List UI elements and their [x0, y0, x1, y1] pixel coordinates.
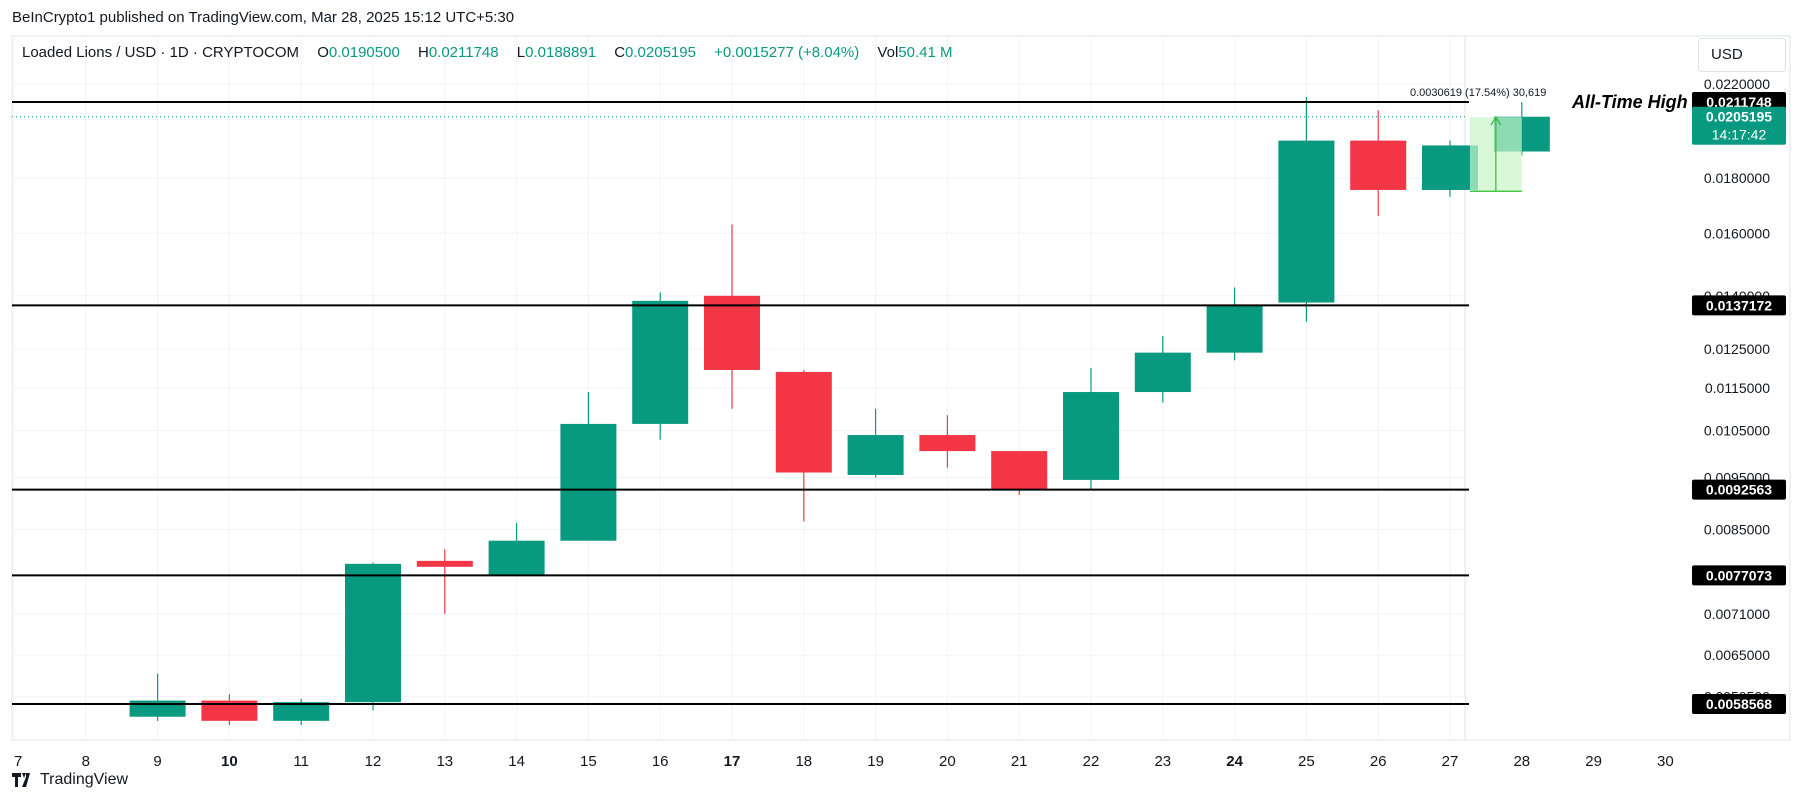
- publisher-attribution: BeInCrypto1 published on TradingView.com…: [12, 9, 515, 26]
- level-price-label: 0.0092563: [1706, 482, 1772, 498]
- volume-label: Vol: [877, 44, 899, 61]
- candle-body: [632, 300, 689, 424]
- y-tick-label: 0.0065000: [1704, 647, 1770, 663]
- x-tick-label: 7: [14, 753, 22, 770]
- tradingview-logo-icon: [12, 773, 30, 787]
- x-tick-label: 22: [1083, 753, 1100, 770]
- x-tick-label: 30: [1657, 753, 1674, 770]
- currency-button[interactable]: USD: [1698, 38, 1786, 72]
- x-tick-label: 13: [436, 753, 453, 770]
- candle-body: [1350, 140, 1407, 190]
- y-tick-label: 0.0180000: [1704, 170, 1770, 186]
- x-tick-label: 26: [1370, 753, 1387, 770]
- level-price-tag: [1692, 479, 1786, 500]
- x-tick-label: 14: [508, 753, 525, 770]
- y-tick-label: 0.0071000: [1704, 606, 1770, 622]
- candle-body: [704, 295, 760, 370]
- tradingview-label: TradingView: [40, 771, 129, 788]
- x-tick-label: 8: [82, 753, 90, 770]
- x-tick-label: 20: [939, 753, 956, 770]
- candle-body: [416, 560, 473, 567]
- x-tick-label: 11: [293, 753, 309, 770]
- x-tick-label: 17: [724, 753, 741, 770]
- level-price-label: 0.0077073: [1706, 567, 1772, 583]
- candle-body: [273, 702, 330, 721]
- candle-body: [488, 540, 545, 576]
- x-tick-label: 15: [580, 753, 597, 770]
- high-label: H: [417, 44, 429, 61]
- symbol-legend: Loaded Lions / USD · 1D · CRYPTOCOM O0.0…: [22, 44, 952, 61]
- level-price-tag: [1692, 694, 1786, 714]
- open-value: 0.0190500: [328, 44, 400, 61]
- candle-body: [1422, 145, 1478, 190]
- x-tick-label: 9: [153, 753, 161, 770]
- high-value: 0.0211748: [428, 44, 499, 61]
- candle-body: [919, 435, 976, 452]
- change-value: +0.0015277 (+8.04%): [714, 44, 860, 61]
- x-tick-label: 18: [795, 753, 812, 770]
- current-price-label: 0.0205195: [1706, 109, 1772, 125]
- level-price-tag: [1692, 295, 1786, 316]
- low-label: L: [516, 44, 526, 61]
- ath-annotation: All-Time High -: [1571, 92, 1699, 112]
- x-tick-label: 19: [867, 753, 884, 770]
- ath-annotation-bg: [1568, 90, 1690, 112]
- countdown-label: 14:17:42: [1712, 127, 1767, 143]
- close-value: 0.0205195: [625, 44, 696, 61]
- candle-body: [775, 371, 832, 473]
- volume-value: 50.41 M: [898, 44, 953, 61]
- candle-body: [1063, 392, 1119, 480]
- open-label: O: [317, 44, 329, 61]
- y-tick-label: 0.0160000: [1704, 225, 1770, 241]
- y-tick-label: 0.0105000: [1704, 423, 1770, 439]
- tradingview-branding[interactable]: TradingView: [12, 771, 128, 789]
- x-tick-label: 29: [1585, 753, 1602, 770]
- candle-body: [847, 435, 904, 475]
- current-price-tag: [1692, 106, 1786, 145]
- x-tick-label: 24: [1226, 753, 1243, 770]
- candle-body: [560, 423, 617, 541]
- x-tick-label: 12: [365, 753, 382, 770]
- candle-body: [345, 563, 401, 703]
- candle-body: [991, 451, 1048, 490]
- x-tick-label: 10: [221, 753, 238, 770]
- level-price-label: 0.0137172: [1706, 297, 1772, 313]
- close-label: C: [614, 44, 626, 61]
- level-price-label: 0.0211748: [1706, 94, 1772, 110]
- level-price-label: 0.0058568: [1706, 696, 1772, 712]
- low-value: 0.0188891: [525, 44, 597, 61]
- x-tick-label: 23: [1154, 753, 1171, 770]
- y-tick-label: 0.0085000: [1704, 522, 1770, 538]
- candle-body: [201, 700, 258, 721]
- candle-body: [129, 700, 186, 717]
- measure-label: 0.0030619 (17.54%) 30,619: [1410, 87, 1546, 99]
- x-tick-label: 21: [1011, 753, 1028, 770]
- candle-body: [1278, 140, 1335, 303]
- candle-body: [1134, 352, 1191, 393]
- y-tick-label: 0.0115000: [1705, 380, 1770, 396]
- measure-arrow-head: [1490, 116, 1502, 126]
- y-tick-label: 0.0220000: [1704, 76, 1770, 92]
- candle-body: [1206, 305, 1263, 353]
- x-tick-label: 27: [1442, 753, 1459, 770]
- x-tick-label: 25: [1298, 753, 1315, 770]
- y-tick-label: 0.0125000: [1704, 341, 1770, 357]
- x-tick-label: 28: [1513, 753, 1530, 770]
- level-price-tag: [1692, 565, 1786, 586]
- x-tick-label: 16: [652, 753, 669, 770]
- symbol-name: Loaded Lions / USD · 1D · CRYPTOCOM: [22, 44, 300, 61]
